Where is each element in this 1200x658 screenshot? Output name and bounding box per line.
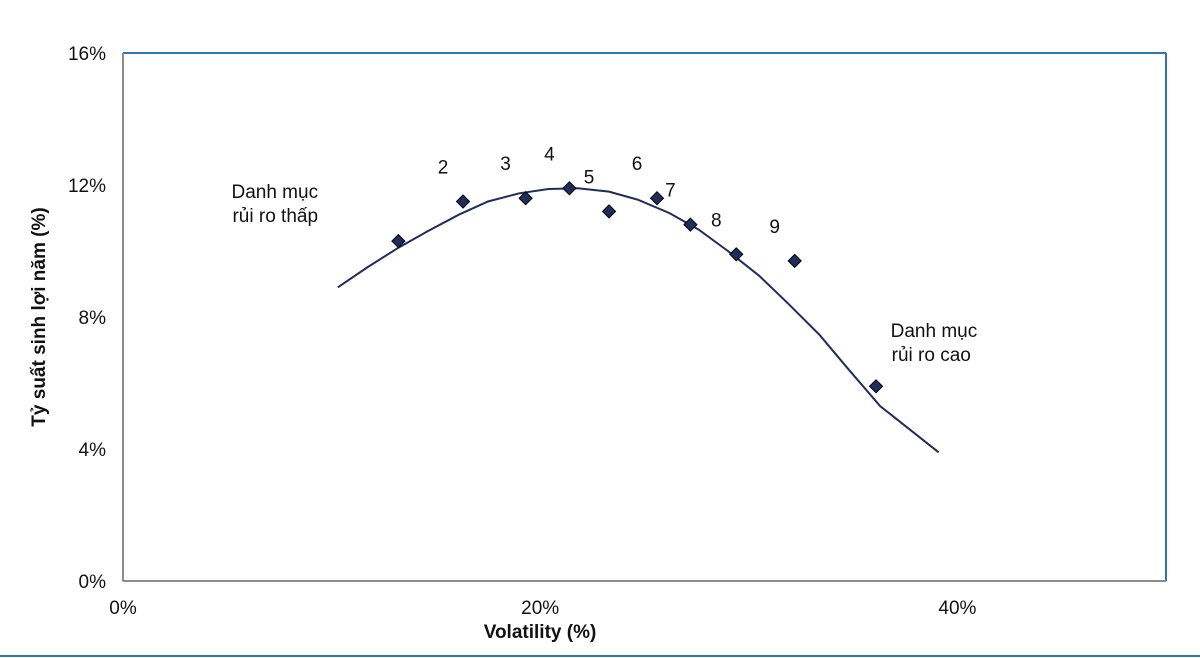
x-tick-label: 0% xyxy=(109,598,137,619)
point-label: 7 xyxy=(665,181,676,202)
data-point-7 xyxy=(683,217,698,232)
data-points: 2 3 4 5 6 7 8 9 xyxy=(391,144,884,394)
point-label: 3 xyxy=(500,154,511,175)
data-point-6 xyxy=(649,190,665,206)
point-label: 8 xyxy=(711,210,722,231)
plot-frame xyxy=(122,52,1167,582)
data-point-1 xyxy=(391,233,406,249)
annotation-text: Danh mục rủi ro cao xyxy=(891,321,978,366)
point-label: 6 xyxy=(632,154,643,175)
y-tick-label: 0% xyxy=(79,572,107,593)
axis-ticks: 0% 20% 40% 0% 4% 8% 12% 16% xyxy=(68,44,977,619)
data-point-4 xyxy=(562,181,577,196)
data-point-2 xyxy=(455,194,471,209)
x-axis-title: Volatility (%) xyxy=(484,622,597,643)
x-tick-label: 40% xyxy=(938,598,976,619)
data-point-9 xyxy=(787,253,802,269)
y-tick-label: 12% xyxy=(68,176,106,197)
data-point-10 xyxy=(868,379,884,394)
x-tick-label: 20% xyxy=(521,598,559,619)
data-point-8 xyxy=(729,247,744,262)
annotations: Danh mục rủi ro thấp Danh mục rủi ro cao xyxy=(231,182,977,366)
y-tick-label: 8% xyxy=(79,308,107,329)
trend-curve xyxy=(337,187,940,454)
point-label: 9 xyxy=(769,217,780,238)
annotation-line: Danh mục xyxy=(891,321,978,342)
point-label: 5 xyxy=(584,167,595,188)
annotation-line: rủi ro thấp xyxy=(232,206,318,227)
point-label: 2 xyxy=(438,158,449,179)
data-point-5 xyxy=(601,204,617,219)
data-point-3 xyxy=(518,190,533,206)
y-axis-title: Tỷ suất sinh lợi năm (%) xyxy=(29,207,50,426)
annotation-line: rủi ro cao xyxy=(892,345,971,366)
y-tick-label: 16% xyxy=(68,44,106,65)
point-label: 4 xyxy=(544,144,555,165)
y-tick-label: 4% xyxy=(79,440,107,461)
annotation-text: Danh mục rủi ro thấp xyxy=(231,182,318,227)
annotation-line: Danh mục xyxy=(231,182,318,203)
